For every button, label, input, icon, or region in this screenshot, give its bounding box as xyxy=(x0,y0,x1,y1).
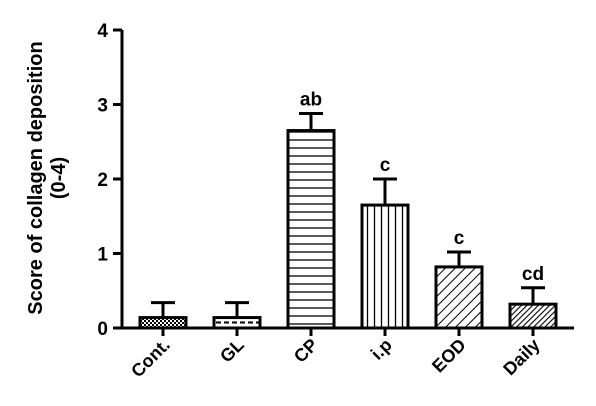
bars-group: ab c c cd xyxy=(138,89,558,330)
bar-cont xyxy=(138,316,188,330)
x-tick-labels: Cont. GL CP i.p EOD Daily xyxy=(127,328,544,381)
x-tick-label: i.p xyxy=(367,335,396,364)
x-tick-label: Daily xyxy=(499,335,544,380)
y-axis-label-line2: (0-4) xyxy=(48,157,70,199)
y-tick-label: 2 xyxy=(97,170,108,191)
x-tick-label: CP xyxy=(290,335,322,367)
significance-label: cd xyxy=(522,264,544,285)
bar-gl xyxy=(212,316,262,330)
y-tick-label: 1 xyxy=(97,245,108,266)
significance-label: c xyxy=(454,228,465,249)
x-tick-label: Cont. xyxy=(127,335,174,382)
x-tick-label: GL xyxy=(216,335,248,367)
bar-ip xyxy=(360,203,410,330)
y-tick-label: 0 xyxy=(97,319,108,340)
significance-label: ab xyxy=(300,89,322,110)
y-tick-label: 3 xyxy=(97,96,108,117)
significance-label: c xyxy=(380,155,391,176)
y-axis-label-line1: Score of collagen deposition xyxy=(25,41,47,314)
bar-cp xyxy=(286,129,336,330)
y-ticks: 0 1 2 3 4 xyxy=(97,21,122,340)
y-tick-label: 4 xyxy=(97,21,108,42)
bar-daily xyxy=(508,302,558,330)
bar-eod xyxy=(434,265,484,330)
x-tick-label: EOD xyxy=(428,335,470,377)
